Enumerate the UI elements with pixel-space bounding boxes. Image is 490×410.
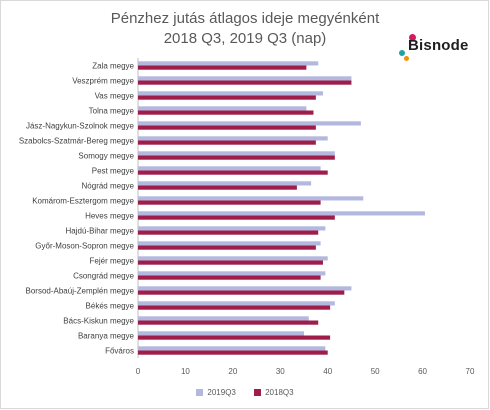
category-label: Komárom-Esztergom megye [32, 197, 134, 206]
category-label: Veszprém megye [72, 77, 134, 86]
x-tick-label: 20 [228, 367, 237, 376]
logo-dot-orange [404, 56, 409, 61]
x-tick-label: 60 [418, 367, 427, 376]
category-label: Fejér megye [90, 257, 135, 266]
category-label: Baranya megye [78, 332, 135, 341]
category-label: Tolna megye [89, 107, 135, 116]
x-tick-label: 40 [323, 367, 332, 376]
bar-2019q3 [138, 166, 321, 171]
x-tick-label: 10 [181, 367, 190, 376]
logo-text: Bisnode [408, 37, 469, 54]
bar-2018q3 [138, 320, 319, 325]
category-label: Csongrád megye [73, 272, 134, 281]
bisnode-logo: Bisnode [396, 34, 476, 64]
bar-2019q3 [138, 331, 304, 336]
category-label: Bács-Kiskun megye [63, 317, 134, 326]
category-label: Vas megye [95, 92, 135, 101]
bar-2018q3 [138, 170, 328, 175]
bar-2019q3 [138, 181, 312, 186]
bar-2018q3 [138, 305, 331, 310]
bar-2019q3 [138, 271, 326, 276]
bar-2019q3 [138, 286, 352, 291]
legend-swatch-2019q3 [196, 389, 204, 396]
bar-2019q3 [138, 301, 335, 306]
bar-2018q3 [138, 350, 328, 355]
x-tick-label: 0 [136, 367, 141, 376]
bar-2018q3 [138, 230, 319, 235]
bar-2018q3 [138, 140, 316, 145]
bar-2018q3 [138, 125, 316, 130]
bar-2019q3 [138, 241, 321, 246]
bar-2018q3 [138, 95, 316, 100]
bar-2019q3 [138, 151, 335, 156]
category-label: Heves megye [85, 212, 134, 221]
x-tick-label: 30 [276, 367, 285, 376]
legend-label-2018q3: 2018Q3 [265, 388, 294, 397]
bar-2019q3 [138, 211, 425, 216]
logo-dot-pink [409, 34, 416, 41]
bar-2018q3 [138, 290, 345, 295]
legend: 2019Q3 2018Q3 [0, 388, 490, 397]
category-label: Szabolcs-Szatmár-Bereg megye [19, 137, 135, 146]
legend-swatch-2018q3 [254, 389, 262, 396]
bar-2018q3 [138, 155, 335, 160]
bar-2019q3 [138, 346, 326, 351]
bar-2019q3 [138, 121, 361, 126]
bar-2019q3 [138, 196, 364, 201]
bar-2018q3 [138, 110, 314, 115]
bar-2019q3 [138, 106, 307, 111]
chart-title-line-1: Pénzhez jutás átlagos ideje megyénként [110, 10, 380, 27]
bar-2018q3 [138, 185, 297, 190]
bar-2019q3 [138, 61, 319, 66]
category-label: Jász-Nagykun-Szolnok megye [26, 122, 135, 131]
bar-2019q3 [138, 76, 352, 81]
category-label: Nógrád megye [82, 182, 135, 191]
bar-2018q3 [138, 80, 352, 85]
bar-2018q3 [138, 260, 323, 265]
legend-item-2018q3: 2018Q3 [254, 388, 294, 397]
logo-dot-teal [399, 50, 405, 56]
bar-2018q3 [138, 65, 307, 70]
legend-label-2019q3: 2019Q3 [207, 388, 236, 397]
category-label: Somogy megye [78, 152, 134, 161]
bar-2018q3 [138, 200, 321, 205]
category-label: Pest megye [92, 167, 135, 176]
category-label: Győr-Moson-Sopron megye [35, 242, 134, 251]
category-label: Borsod-Abaúj-Zemplén megye [26, 287, 135, 296]
category-label: Hajdú-Bihar megye [66, 227, 135, 236]
bar-2018q3 [138, 275, 321, 280]
bar-2019q3 [138, 256, 328, 261]
category-label: Zala megye [92, 62, 134, 71]
x-tick-label: 50 [371, 367, 380, 376]
category-label: Főváros [105, 347, 134, 356]
bar-2018q3 [138, 335, 331, 340]
bar-2018q3 [138, 245, 316, 250]
bar-2019q3 [138, 136, 328, 141]
category-label: Békés megye [86, 302, 135, 311]
bar-2019q3 [138, 91, 323, 96]
bar-2019q3 [138, 226, 326, 231]
chart-title-line-2: 2018 Q3, 2019 Q3 (nap) [163, 30, 327, 47]
bar-2019q3 [138, 316, 309, 321]
legend-item-2019q3: 2019Q3 [196, 388, 236, 397]
bar-2018q3 [138, 215, 335, 220]
x-tick-label: 70 [466, 367, 475, 376]
